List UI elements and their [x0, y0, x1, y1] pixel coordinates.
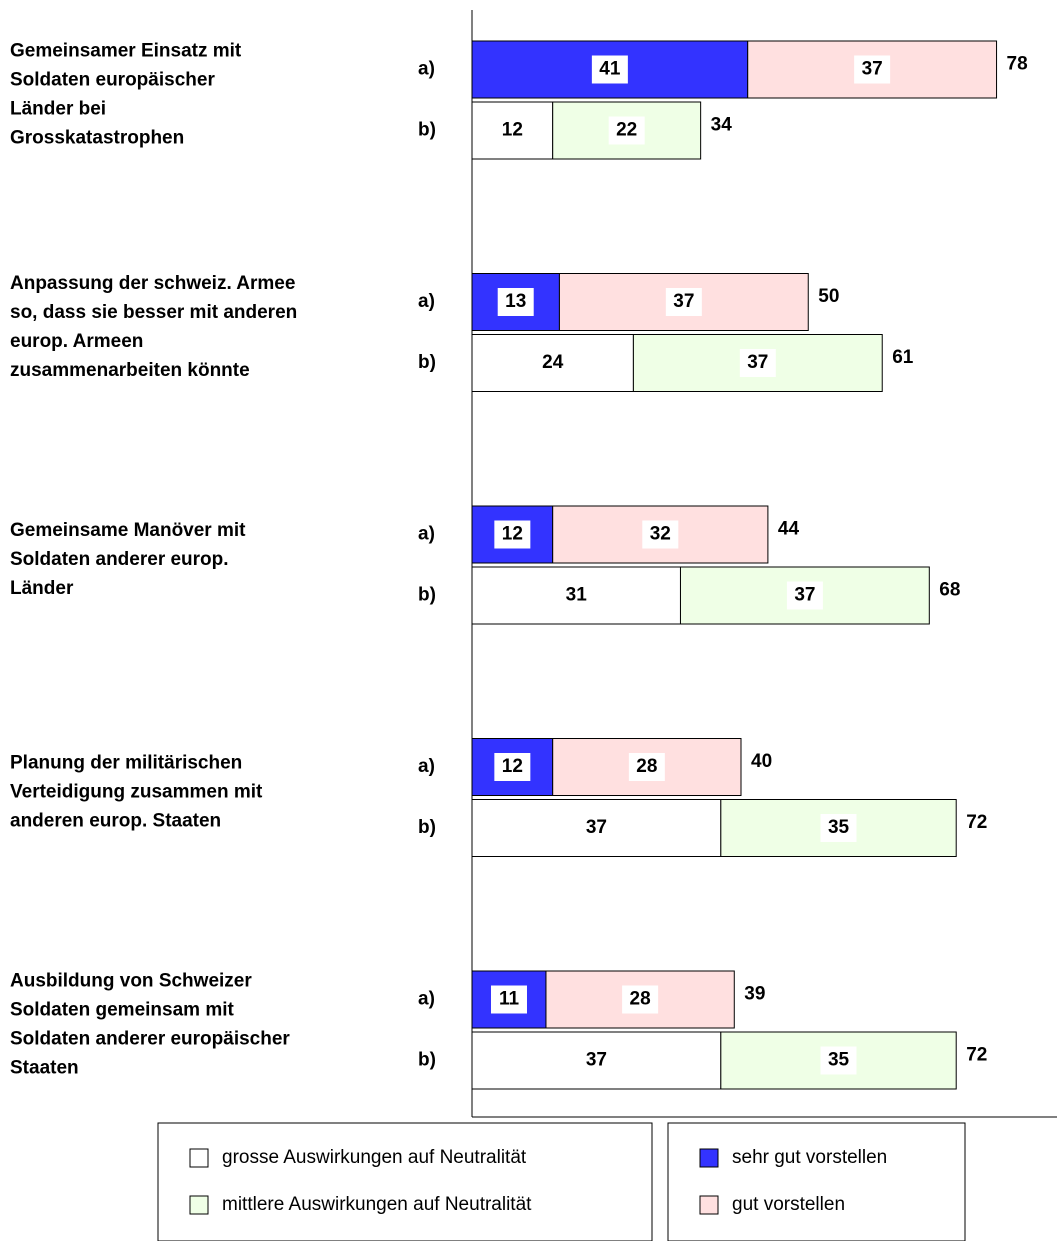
total-label: 72 [966, 1045, 987, 1066]
legend-box [667, 1122, 966, 1241]
value-label: 41 [599, 59, 621, 80]
category-label: Länder bei [10, 99, 106, 120]
value-label-bg [497, 288, 534, 316]
value-label: 37 [747, 352, 768, 373]
value-label-bg [490, 985, 527, 1014]
row-label: a) [418, 59, 435, 80]
category-label: Anpassung der schweiz. Armee [10, 273, 295, 294]
category-label: zusammenarbeiten könnte [10, 360, 250, 381]
value-label-bg [494, 520, 531, 549]
legend-box [157, 1122, 653, 1241]
value-label: 37 [673, 291, 694, 312]
value-label: 11 [499, 989, 520, 1010]
value-label: 28 [636, 756, 657, 777]
category-label: Verteidigung zusammen mit [10, 782, 263, 803]
row-label: a) [418, 756, 435, 777]
value-label: 35 [828, 817, 850, 838]
value-label: 37 [862, 59, 883, 80]
value-label-bg [608, 116, 645, 145]
legend-swatch [699, 1148, 719, 1168]
row-label: b) [418, 585, 436, 606]
value-label: 31 [566, 585, 588, 606]
bar-segment [471, 970, 547, 1029]
value-label-bg [854, 55, 891, 84]
row-label: b) [418, 1050, 436, 1071]
row-label: b) [418, 817, 436, 838]
value-label: 12 [502, 756, 523, 777]
category-label: europ. Armeen [10, 331, 143, 352]
total-label: 34 [711, 115, 733, 136]
value-label: 32 [650, 524, 671, 545]
category-label: Staaten [10, 1058, 79, 1079]
value-label-bg [642, 520, 679, 549]
legend-swatch [189, 1195, 209, 1215]
category-label: Soldaten gemeinsam mit [10, 1000, 235, 1021]
value-label-bg [628, 753, 665, 781]
category-label: Planung der militärischen [10, 753, 242, 774]
value-label: 37 [794, 585, 815, 606]
row-label: b) [418, 352, 436, 373]
value-label: 12 [502, 524, 523, 545]
total-label: 72 [966, 812, 987, 833]
category-label: Soldaten anderer europäischer [10, 1029, 290, 1050]
value-label: 37 [586, 1050, 607, 1071]
total-label: 40 [751, 751, 772, 772]
value-label: 37 [586, 817, 607, 838]
legend-swatch [699, 1195, 719, 1215]
legend-label: gut vorstellen [732, 1194, 845, 1215]
row-label: a) [418, 291, 435, 312]
value-label-bg [494, 753, 531, 781]
category-label: Soldaten anderer europ. [10, 549, 229, 570]
value-label-bg [665, 288, 702, 316]
value-label: 35 [828, 1050, 850, 1071]
total-label: 78 [1007, 54, 1028, 75]
value-label: 13 [505, 291, 526, 312]
value-label-bg [622, 985, 659, 1014]
value-label-bg [494, 116, 531, 145]
row-label: a) [418, 524, 435, 545]
value-label: 28 [630, 989, 651, 1010]
value-label-bg [578, 814, 615, 842]
legend-swatch [189, 1148, 209, 1168]
category-label: anderen europ. Staaten [10, 811, 221, 832]
category-label: Länder [10, 578, 74, 599]
legend-label: grosse Auswirkungen auf Neutralität [222, 1147, 527, 1168]
category-label: Ausbildung von Schweizer [10, 971, 252, 992]
value-label: 24 [542, 352, 564, 373]
total-label: 44 [778, 519, 800, 540]
value-label-bg [558, 581, 595, 610]
category-label: Soldaten europäischer [10, 70, 215, 91]
total-label: 68 [939, 580, 960, 601]
category-label: Grosskatastrophen [10, 128, 184, 149]
total-label: 61 [892, 347, 914, 368]
value-label: 22 [616, 120, 637, 141]
value-label-bg [534, 349, 571, 377]
total-label: 50 [818, 286, 839, 307]
category-label: Gemeinsame Manöver mit [10, 520, 246, 541]
value-label-bg [820, 1046, 857, 1075]
value-label-bg [578, 1046, 615, 1075]
value-label-bg [739, 349, 776, 377]
value-label-bg [591, 55, 628, 84]
total-label: 39 [744, 984, 765, 1005]
row-label: b) [418, 120, 436, 141]
value-label-bg [820, 814, 857, 842]
value-label: 12 [502, 120, 523, 141]
category-label: Gemeinsamer Einsatz mit [10, 41, 242, 62]
row-label: a) [418, 989, 435, 1010]
value-label-bg [786, 581, 823, 610]
category-label: so, dass sie besser mit anderen [10, 302, 297, 323]
legend-label: mittlere Auswirkungen auf Neutralität [222, 1194, 532, 1215]
legend-label: sehr gut vorstellen [732, 1147, 887, 1168]
